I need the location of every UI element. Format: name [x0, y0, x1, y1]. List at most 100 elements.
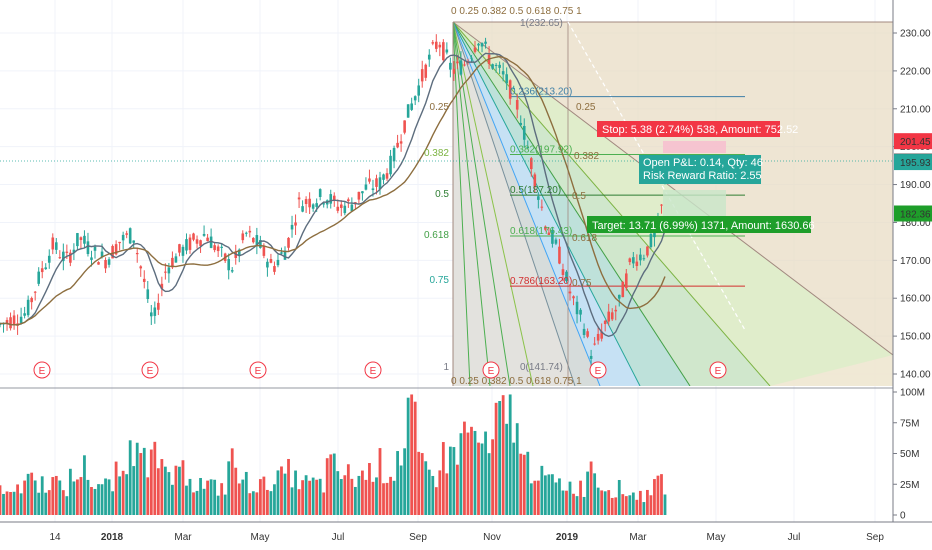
- volume-bar: [558, 478, 561, 515]
- volume-bar: [206, 480, 209, 515]
- volume-bar: [579, 480, 582, 515]
- volume-bar: [529, 483, 533, 515]
- candle-body: [26, 299, 30, 316]
- earnings-marker[interactable]: E: [364, 361, 382, 379]
- candle-body: [297, 197, 301, 200]
- volume-bar: [410, 394, 414, 515]
- candle-body: [392, 147, 396, 162]
- volume-bar: [26, 473, 30, 515]
- volume-bar: [498, 401, 502, 515]
- volume-bar: [438, 470, 442, 515]
- volume-bar: [297, 489, 301, 515]
- volume-bar: [2, 493, 5, 515]
- earnings-marker[interactable]: E: [709, 361, 727, 379]
- volume-bar: [58, 480, 62, 515]
- candle-body: [529, 158, 533, 170]
- candle-body: [508, 80, 512, 99]
- candle-body: [167, 267, 171, 274]
- stop-label-bg: [597, 121, 780, 137]
- candle-body: [371, 188, 375, 191]
- earnings-marker[interactable]: E: [249, 361, 267, 379]
- volume-bar: [234, 467, 238, 515]
- volume-bar: [153, 441, 157, 515]
- candle-body: [318, 189, 322, 198]
- stop-zone: [663, 141, 726, 153]
- time-tick-label: Jul: [332, 532, 345, 543]
- candle-body: [262, 245, 266, 256]
- price-badge-label: 195.93: [900, 158, 931, 169]
- volume-bar: [533, 480, 537, 515]
- price-tick-label: 220.00: [900, 66, 931, 77]
- volume-bar: [617, 479, 621, 515]
- position-labels: Stop: 5.38 (2.74%) 538, Amount: 752.52 O…: [587, 121, 815, 233]
- volume-bar: [209, 479, 213, 515]
- volume-bar: [624, 496, 628, 515]
- candle-body: [501, 71, 505, 75]
- volume-bar: [61, 490, 65, 515]
- svg-text:E: E: [488, 366, 495, 377]
- volume-bar: [220, 483, 224, 515]
- candle-body: [142, 278, 146, 282]
- fan-level-label: 1: [443, 362, 449, 373]
- candle-body: [181, 246, 185, 256]
- volume-bar: [121, 470, 125, 515]
- candle-body: [259, 240, 262, 248]
- candle-body: [58, 257, 62, 259]
- volume-bar: [227, 461, 231, 515]
- candle-body: [558, 246, 561, 264]
- volume-bar: [79, 477, 83, 515]
- volume-bar: [248, 493, 252, 515]
- candle-body: [361, 191, 364, 194]
- candle-body: [463, 64, 466, 66]
- volume-bar: [389, 476, 392, 515]
- candle-body: [505, 74, 508, 84]
- volume-bar: [287, 458, 290, 515]
- volume-bar: [466, 432, 470, 515]
- candle-body: [385, 173, 389, 179]
- time-tick-label: Nov: [483, 532, 501, 543]
- candle-body: [427, 54, 431, 60]
- candle-body: [100, 251, 104, 258]
- volume-bar: [371, 481, 375, 515]
- candle-body: [12, 315, 16, 326]
- earnings-marker[interactable]: E: [141, 361, 159, 379]
- candle-body: [72, 249, 76, 254]
- fan-ray-1: [452, 21, 893, 356]
- price-tick-label: 210.00: [900, 104, 931, 115]
- candle-body: [635, 261, 639, 267]
- volume-bar: [269, 491, 273, 515]
- volume-bar: [610, 497, 614, 515]
- volume-bar: [188, 478, 192, 515]
- volume-bar: [44, 492, 48, 515]
- candle-body: [494, 64, 498, 66]
- volume-bar: [237, 483, 241, 515]
- earnings-marker[interactable]: E: [589, 361, 607, 379]
- volume-bar: [83, 455, 86, 515]
- earnings-marker[interactable]: E: [482, 361, 500, 379]
- volume-bar: [642, 502, 646, 515]
- candle-body: [526, 146, 530, 149]
- earnings-marker[interactable]: E: [33, 361, 51, 379]
- volume-bar: [86, 479, 90, 515]
- candle-body: [339, 204, 343, 208]
- fan-level-label: 0.618: [424, 230, 449, 241]
- candle-body: [157, 302, 160, 310]
- candle-body: [149, 312, 153, 317]
- candle-body: [649, 233, 653, 248]
- candle-body: [378, 177, 382, 190]
- volume-bar: [339, 479, 343, 515]
- candle-body: [54, 242, 58, 250]
- candle-body: [413, 96, 417, 101]
- candle-body: [632, 257, 635, 264]
- volume-bar: [614, 497, 618, 515]
- volume-bar: [568, 481, 572, 515]
- candle-body: [617, 294, 621, 299]
- candle-body: [171, 257, 174, 268]
- candle-body: [610, 312, 614, 320]
- volume-bar: [118, 476, 122, 515]
- volume-bar: [181, 460, 185, 515]
- fib-top-label: 1(232.65): [520, 18, 563, 29]
- candle-body: [653, 232, 656, 238]
- volume-bar: [251, 491, 255, 515]
- candle-body: [192, 233, 195, 240]
